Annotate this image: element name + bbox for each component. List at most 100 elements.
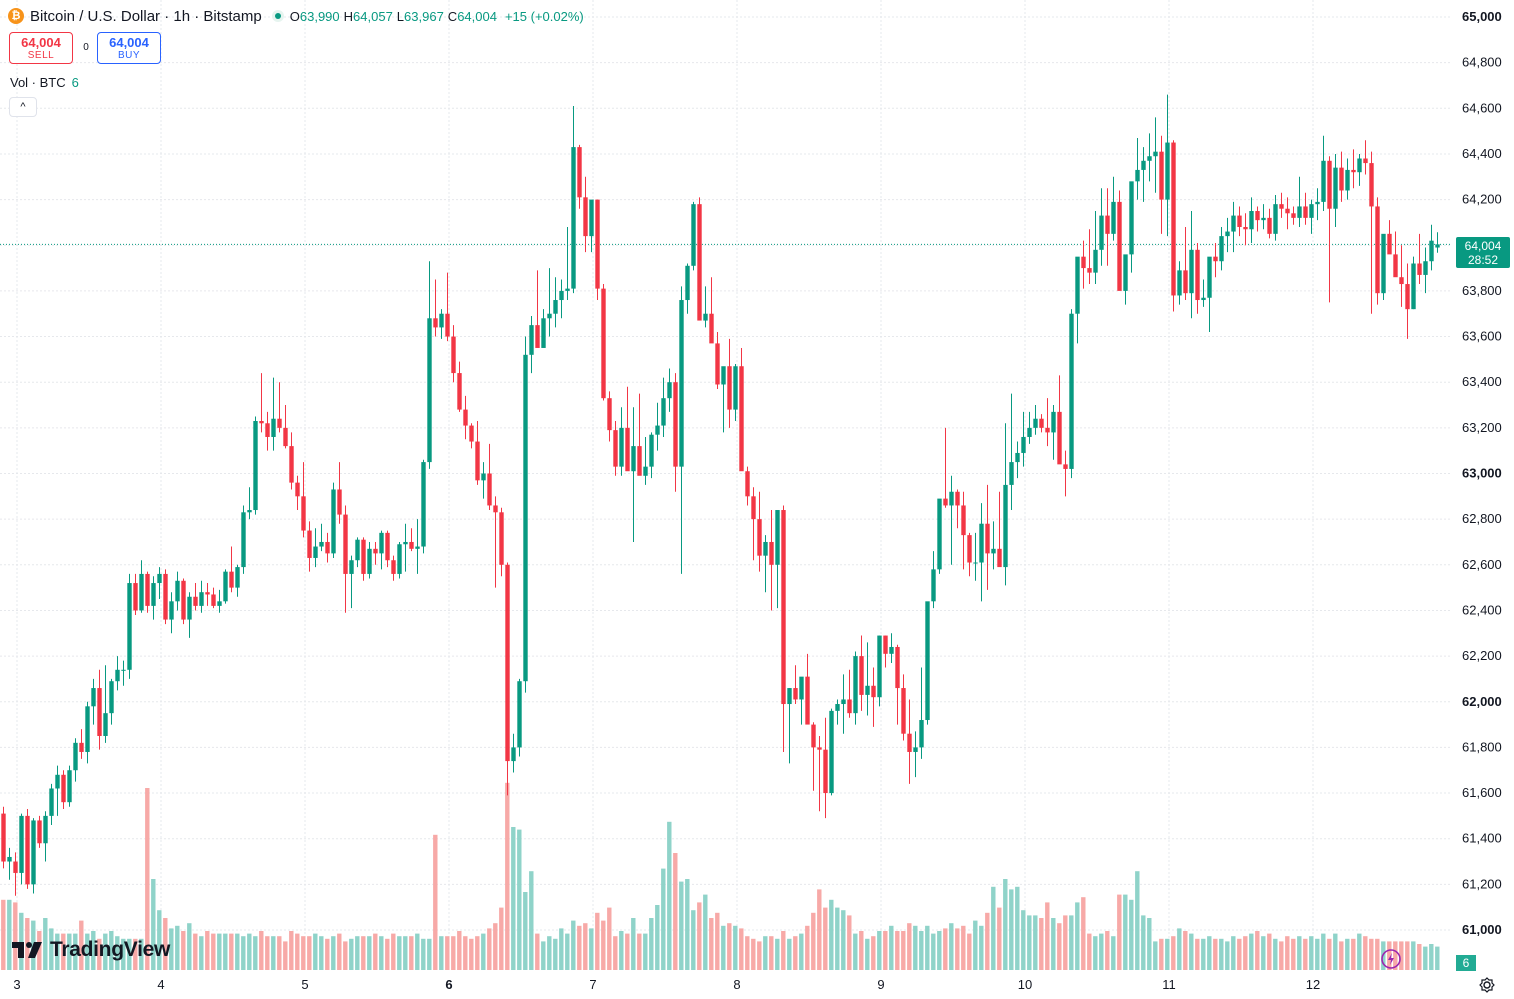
candle-body [43, 815, 48, 844]
candle-body [1171, 142, 1176, 296]
lightning-icon[interactable] [1380, 948, 1402, 970]
symbol-title[interactable]: Bitcoin / U.S. Dollar · 1h · Bitstamp [30, 7, 262, 25]
volume-bar [103, 933, 108, 970]
volume-bar [499, 907, 504, 970]
candle-body [745, 471, 750, 497]
candle-body [631, 446, 636, 472]
candle [127, 573, 132, 679]
volume-bar [559, 928, 564, 970]
candle [1219, 226, 1224, 271]
candle-body [955, 491, 960, 506]
price-tick-label: 63,000 [1462, 466, 1502, 481]
volume-bar [1081, 897, 1086, 970]
volume-bar [331, 936, 336, 970]
last-price-tag: 64,004 28:52 [1456, 237, 1510, 268]
candle-body [1303, 206, 1308, 218]
price-tick-label: 63,400 [1462, 374, 1502, 389]
candle [637, 393, 642, 476]
candle-body [835, 704, 840, 711]
candle-body [1201, 297, 1206, 301]
candle [895, 644, 900, 725]
candle [1429, 224, 1434, 271]
candle [1291, 206, 1296, 225]
volume-bar [307, 936, 312, 970]
price-tick-label: 62,200 [1462, 648, 1502, 663]
time-tick-label: 5 [301, 977, 308, 992]
candle-body [859, 656, 864, 695]
candle [1189, 211, 1194, 319]
candle [193, 583, 198, 611]
candle [1045, 398, 1050, 447]
candle [1435, 232, 1440, 253]
candle [1003, 423, 1008, 586]
candle-body [1285, 208, 1290, 214]
candle-body [1189, 249, 1194, 294]
candle-body [331, 489, 336, 554]
volume-bar [853, 933, 858, 970]
candle-body [271, 418, 276, 437]
candle [973, 532, 978, 581]
sell-button[interactable]: 64,004 SELL [9, 32, 73, 64]
volume-bar [1159, 938, 1164, 970]
candle-body [925, 601, 930, 721]
buy-button[interactable]: 64,004 BUY [97, 32, 161, 64]
candle-body [1141, 160, 1146, 170]
time-axis[interactable]: 3 4 5 6 7 8 9 10 11 12 [13, 977, 1320, 992]
volume-bar [223, 933, 228, 970]
candle-body [307, 530, 312, 558]
candle [709, 277, 714, 344]
candle [787, 688, 792, 764]
price-tick-label: 62,600 [1462, 557, 1502, 572]
candle [763, 535, 768, 593]
candle-body [1075, 256, 1080, 314]
price-axis[interactable]: 65,00064,80064,60064,40064,20064,00063,8… [1462, 9, 1502, 937]
candle-body [1159, 151, 1164, 200]
candle-body [637, 446, 642, 476]
volume-bar [1, 899, 6, 970]
spread-value: 0 [83, 42, 89, 53]
volume-bar [1117, 894, 1122, 970]
candle [625, 386, 630, 472]
candle [1249, 197, 1254, 243]
candle-body [1363, 158, 1368, 164]
collapse-legend-button[interactable]: ^ [9, 97, 37, 117]
volume-bar [583, 923, 588, 970]
price-tick-label: 64,400 [1462, 146, 1502, 161]
candle [1159, 135, 1164, 234]
candle [13, 852, 18, 896]
volume-bar [1345, 938, 1350, 970]
candle [679, 286, 684, 574]
gear-icon[interactable] [1478, 976, 1496, 994]
volume-bar [937, 931, 942, 970]
candle [331, 482, 336, 558]
candle [211, 587, 216, 609]
candle [361, 537, 366, 581]
candle-body [1435, 244, 1440, 248]
volume-bar [895, 931, 900, 970]
volume-bar [1087, 933, 1092, 970]
candle [1387, 220, 1392, 255]
volume-bar [745, 936, 750, 970]
candle [145, 571, 150, 613]
candle-body [511, 747, 516, 762]
volume-bar [1375, 938, 1380, 970]
candle-body [613, 430, 618, 467]
candle-body [1375, 206, 1380, 294]
candle-body [1417, 263, 1422, 275]
volume-legend[interactable]: Vol · BTC 6 [10, 75, 79, 90]
volume-bar [1327, 938, 1332, 970]
candle-body [1135, 169, 1140, 182]
candle [1303, 192, 1308, 225]
volume-bar [865, 938, 870, 970]
candle-body [547, 313, 552, 319]
candle [1381, 233, 1386, 301]
tradingview-logo[interactable]: TradingView [12, 938, 170, 962]
candle [169, 592, 174, 634]
candle-body [871, 685, 876, 698]
volume-bar [205, 931, 210, 970]
volume-bar [421, 938, 426, 970]
candle [769, 510, 774, 611]
candle [223, 569, 228, 604]
candle-body [991, 548, 996, 554]
